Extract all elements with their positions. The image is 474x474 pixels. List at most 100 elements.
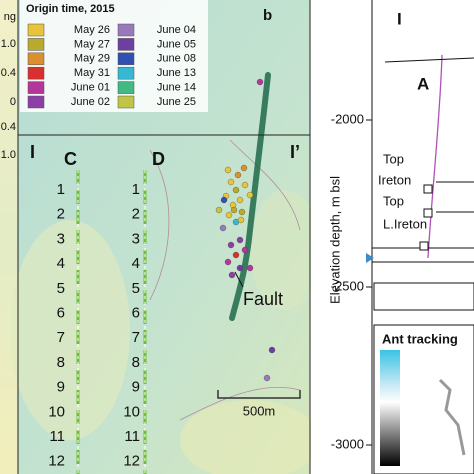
- event: [236, 196, 244, 204]
- horizon-box: [373, 282, 474, 311]
- legend-label: June 01: [71, 82, 110, 94]
- legend-swatch: [27, 66, 45, 80]
- depth-marker: [366, 253, 374, 263]
- section-start: I: [30, 142, 35, 162]
- event: [263, 374, 271, 382]
- event: [237, 216, 245, 224]
- strip-label: 1.0: [1, 149, 16, 161]
- well-number: 7: [57, 329, 65, 346]
- event: [215, 206, 223, 214]
- legend-label: June 13: [157, 67, 196, 79]
- fault-label: Fault: [243, 289, 283, 309]
- y-axis-label: Elevation depth, m bsl: [327, 176, 342, 304]
- well-number: 6: [132, 304, 140, 321]
- well-number: 10: [48, 403, 65, 420]
- legend-label: May 31: [74, 67, 110, 79]
- legend-label: June 25: [157, 96, 196, 108]
- legend-swatch: [117, 23, 135, 37]
- map-patch: [180, 400, 320, 474]
- well-label: D: [152, 149, 165, 169]
- y-tick-label: -3000: [331, 436, 364, 451]
- legend-swatch: [117, 66, 135, 80]
- legend-swatch: [27, 23, 45, 37]
- well-marker: [423, 208, 433, 218]
- legend-swatch: [27, 38, 45, 51]
- event: [236, 236, 244, 244]
- event: [227, 241, 235, 249]
- map-patch: [10, 220, 130, 440]
- event: [246, 191, 254, 199]
- legend-swatch: [117, 81, 135, 94]
- section-end: I’: [290, 142, 300, 162]
- legend-label: June 08: [157, 53, 196, 65]
- legend-label: June 02: [71, 96, 110, 108]
- legend-title: Origin time, 2015: [26, 3, 115, 15]
- strip-label: ng: [4, 11, 16, 23]
- legend-swatch: [117, 95, 135, 109]
- fault-trace: [229, 72, 271, 321]
- well-number: 7: [132, 329, 140, 346]
- event: [256, 78, 264, 86]
- well-number: 9: [132, 379, 140, 396]
- event: [227, 178, 235, 186]
- event: [240, 164, 248, 172]
- well-number: 2: [132, 206, 140, 223]
- well-number: 2: [57, 206, 65, 223]
- event: [241, 181, 249, 189]
- event: [224, 166, 232, 174]
- event: [241, 246, 249, 254]
- legend-swatch: [27, 81, 45, 94]
- well-label: C: [64, 149, 77, 169]
- event: [219, 224, 227, 232]
- y-tick-label: -2000: [331, 111, 364, 126]
- colorbar-title: Ant tracking: [382, 331, 458, 346]
- fault-pointer: [234, 271, 244, 288]
- well-number: 11: [124, 428, 140, 445]
- well-number: 8: [132, 354, 140, 371]
- horizon-label: Top: [383, 193, 404, 208]
- strip-label: 1.0: [1, 38, 16, 50]
- event: [246, 264, 254, 272]
- event: [228, 271, 236, 279]
- well-number: 4: [57, 255, 65, 272]
- contour: [149, 139, 301, 421]
- colorbar: [380, 350, 400, 466]
- horizon-line: [384, 57, 474, 63]
- scale-bar: [217, 390, 301, 399]
- ant-tracking-sample: [438, 378, 466, 456]
- well-number: 12: [48, 453, 65, 470]
- horizon-label: Top: [383, 151, 404, 166]
- well-marker: [423, 184, 433, 194]
- well-number: 3: [132, 230, 140, 247]
- event: [236, 264, 244, 272]
- well-number: 5: [57, 280, 65, 297]
- well-number: 8: [57, 354, 65, 371]
- legend-swatch: [27, 52, 45, 66]
- legend-label: June 04: [157, 24, 196, 36]
- legend-box: [20, 0, 208, 112]
- legend-label: June 14: [157, 82, 196, 94]
- legend-label: May 27: [74, 38, 110, 50]
- legend-label: May 26: [74, 24, 110, 36]
- event: [220, 196, 228, 204]
- event: [234, 171, 242, 179]
- event: [232, 251, 240, 259]
- map-patch: [250, 190, 320, 310]
- well-number: 1: [57, 181, 65, 198]
- legend-swatch: [27, 95, 45, 109]
- legend-swatch: [117, 38, 135, 51]
- well-number: 1: [132, 181, 140, 198]
- legend-label: May 29: [74, 53, 110, 65]
- well-number: 6: [57, 304, 65, 321]
- event: [225, 211, 233, 219]
- well-number: 10: [123, 403, 140, 420]
- horizon-label: L.Ireton: [383, 216, 427, 231]
- well-label: A: [417, 74, 429, 93]
- horizon-label: Ireton: [378, 172, 411, 187]
- y-tick-label: -2500: [331, 278, 364, 293]
- event: [238, 208, 246, 216]
- well-number: 9: [57, 379, 65, 396]
- strip-label: 0.4: [1, 121, 16, 133]
- well-marker: [419, 241, 429, 251]
